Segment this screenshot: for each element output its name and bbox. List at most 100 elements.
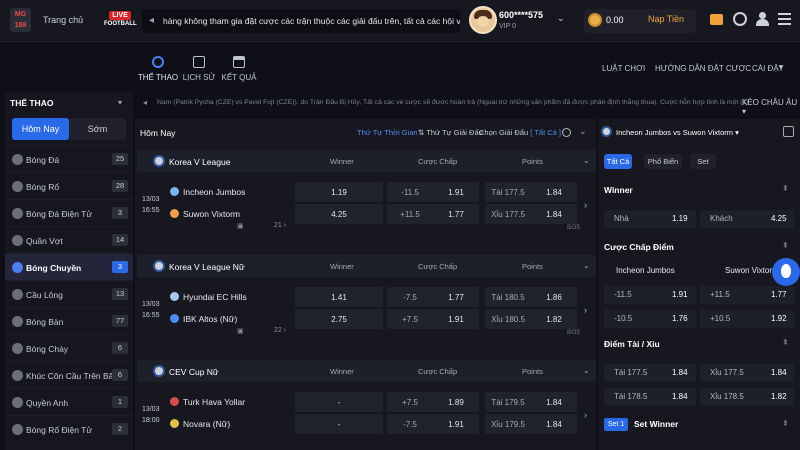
sport-icon: [12, 316, 23, 327]
odds-cell-winner-away[interactable]: 2.75: [295, 309, 383, 329]
odds-cell-over[interactable]: Tài 177.5 1.84: [485, 182, 577, 202]
support-icon[interactable]: [733, 12, 747, 26]
odds-cell-over[interactable]: Tài 179.5 1.84: [485, 392, 577, 412]
tab-popular[interactable]: Phổ Biến: [644, 154, 682, 169]
odds-cell-handicap-away[interactable]: +7.5 1.91: [387, 309, 479, 329]
odds-cell-winner-home[interactable]: -: [295, 392, 383, 412]
sidebar-item[interactable]: Bóng Đá Điện Tử 3: [5, 199, 133, 226]
more-markets-arrow[interactable]: ›: [584, 305, 587, 315]
col-winner: Winner: [330, 367, 354, 376]
refresh-icon[interactable]: [562, 128, 571, 137]
chevron-down-icon[interactable]: ⌄: [583, 261, 590, 270]
odds-cell-under[interactable]: Xỉu 177.5 1.84: [485, 204, 577, 224]
sidebar-item[interactable]: Bóng Chày 6: [5, 334, 133, 361]
odds-row[interactable]: -10.5 1.76 +10.5 1.92: [604, 310, 794, 328]
more-markets-count[interactable]: 22 ›: [274, 327, 287, 334]
collapse-all-icon[interactable]: ⌄: [579, 126, 587, 136]
avatar[interactable]: [469, 6, 497, 34]
match-row: 13/03 16:55 Hyundai EC Hills IBK Altos (Nữ)…: [137, 277, 596, 343]
winner-row[interactable]: Nhà 1.19 Khách 4.25: [604, 210, 794, 228]
home-team: Turk Hava Yollar: [170, 397, 245, 407]
odds-row[interactable]: -11.5 1.91 +11.5 1.77: [604, 286, 794, 304]
odds-cell-handicap-home[interactable]: -11.5 1.91: [387, 182, 479, 202]
sidebar-item[interactable]: Bóng Rổ Điện Tử 2: [5, 415, 133, 442]
stats-icon[interactable]: ▣: [237, 223, 244, 230]
sidebar-item-label: Quần Vợt: [26, 236, 63, 246]
sidebar-item[interactable]: Bóng Đá 25: [5, 145, 133, 172]
sidebar-item-count: 2: [112, 423, 128, 435]
nav-results[interactable]: KẾT QUẢ: [218, 56, 260, 82]
menu-icon[interactable]: [778, 13, 791, 25]
best-of-label: BO5: [567, 329, 581, 336]
league-header[interactable]: Korea V League Winner Cược Chấp Points ⌄: [137, 150, 596, 172]
chevron-down-icon[interactable]: ⌄: [583, 366, 590, 375]
odds-cell-winner-home[interactable]: 1.19: [295, 182, 383, 202]
sidebar-item-count: 6: [112, 369, 128, 381]
odds-cell-handicap-away[interactable]: -7.5 1.91: [387, 414, 479, 434]
pin-icon[interactable]: ⇞: [782, 419, 789, 428]
odds-cell-winner-away[interactable]: -: [295, 414, 383, 434]
chevron-down-icon[interactable]: ▾: [779, 63, 784, 72]
pin-icon[interactable]: ⇞: [782, 241, 789, 250]
more-markets-count[interactable]: 21 ›: [274, 222, 287, 229]
league-name: CEV Cup Nữ: [169, 367, 219, 377]
chevron-down-icon[interactable]: ⌄: [583, 156, 590, 165]
live-football-badge[interactable]: LIVE FOOTBALL: [104, 9, 137, 31]
league-name: Korea V League: [169, 157, 231, 167]
announcement-marquee[interactable]: ◂ hàng không tham gia đặt cược các trận …: [142, 9, 460, 33]
sidebar-item[interactable]: Bóng Chuyền 3: [5, 253, 133, 280]
league-icon: [601, 126, 612, 137]
tab-today[interactable]: Hôm Nay: [12, 118, 69, 140]
sidebar-item-label: Quyền Anh: [26, 398, 69, 408]
odds-cell-winner-away[interactable]: 4.25: [295, 204, 383, 224]
pin-icon[interactable]: ⇞: [782, 338, 789, 347]
odds-cell-handicap-home[interactable]: -7.5 1.77: [387, 287, 479, 307]
sidebar-item[interactable]: Quần Vợt 14: [5, 226, 133, 253]
sort-by-league[interactable]: ⇅ Thứ Tự Giải Đấu: [418, 128, 483, 137]
stats-icon[interactable]: ▣: [237, 328, 244, 335]
more-markets-arrow[interactable]: ›: [584, 410, 587, 420]
betting-guide-link[interactable]: HƯỚNG DẪN ĐẶT CƯỢC: [655, 64, 752, 73]
odds-cell-handicap-home[interactable]: +7.5 1.89: [387, 392, 479, 412]
wallet-icon[interactable]: [710, 14, 723, 25]
tab-early[interactable]: Sớm: [69, 118, 126, 140]
settings-link[interactable]: CÀI ĐẶT: [752, 64, 784, 73]
league-header[interactable]: CEV Cup Nữ Winner Cược Chấp Points ⌄: [137, 360, 596, 382]
odds-cell-over[interactable]: Tài 180.5 1.86: [485, 287, 577, 307]
odds-cell-under[interactable]: Xỉu 180.5 1.82: [485, 309, 577, 329]
sidebar-item[interactable]: Cầu Lông 13: [5, 280, 133, 307]
announcement-text: hàng không tham gia đặt cược các trận th…: [163, 16, 460, 26]
username: 600****575: [499, 10, 544, 20]
odds-cell-winner-home[interactable]: 1.41: [295, 287, 383, 307]
sport-icon: [12, 154, 23, 165]
sidebar-item[interactable]: Bóng Rổ 28: [5, 172, 133, 199]
collapse-icon[interactable]: ▾: [118, 98, 123, 107]
odds-format-select[interactable]: KÈO CHÂU ÂU ▾: [742, 98, 798, 116]
match-selector[interactable]: Incheon Jumbos vs Suwon Vixtorm ▾: [616, 128, 739, 137]
nav-history[interactable]: LỊCH SỬ: [178, 56, 220, 82]
match-datetime: 13/03 16:55: [142, 196, 160, 214]
sidebar-item[interactable]: Bóng Bàn 77: [5, 307, 133, 334]
odds-cell-under[interactable]: Xỉu 179.5 1.84: [485, 414, 577, 434]
chevron-down-icon[interactable]: ⌄: [557, 13, 565, 23]
league-header[interactable]: Korea V League Nữ Winner Cược Chấp Points ⌄: [137, 255, 596, 277]
hot-fire-button[interactable]: [772, 258, 800, 286]
profile-icon[interactable]: [756, 12, 769, 26]
rules-link[interactable]: LUẬT CHƠI: [602, 64, 646, 73]
odds-row[interactable]: Tài 177.5 1.84 Xỉu 177.5 1.84: [604, 364, 794, 382]
nav-sports[interactable]: THỂ THAO: [137, 56, 179, 82]
league-filter[interactable]: Chọn Giải Đấu [ Tất Cả ]: [479, 128, 562, 137]
sort-by-time[interactable]: Thứ Tự Thời Gian: [357, 128, 418, 137]
home-link[interactable]: Trang chủ: [43, 15, 84, 25]
tab-all[interactable]: Tất Cả: [604, 154, 632, 169]
tab-set[interactable]: Set: [690, 154, 716, 169]
site-logo[interactable]: MG 188: [10, 8, 31, 32]
odds-cell-handicap-away[interactable]: +11.5 1.77: [387, 204, 479, 224]
sidebar-item[interactable]: Quyền Anh 1: [5, 388, 133, 415]
pin-icon[interactable]: ⇞: [782, 184, 789, 193]
more-markets-arrow[interactable]: ›: [584, 200, 587, 210]
sidebar-item[interactable]: Khúc Côn Cầu Trên Băng 6: [5, 361, 133, 388]
expand-icon[interactable]: [783, 126, 794, 137]
deposit-button[interactable]: Nạp Tiền: [648, 14, 685, 24]
odds-row[interactable]: Tài 178.5 1.84 Xỉu 178.5 1.82: [604, 388, 794, 406]
